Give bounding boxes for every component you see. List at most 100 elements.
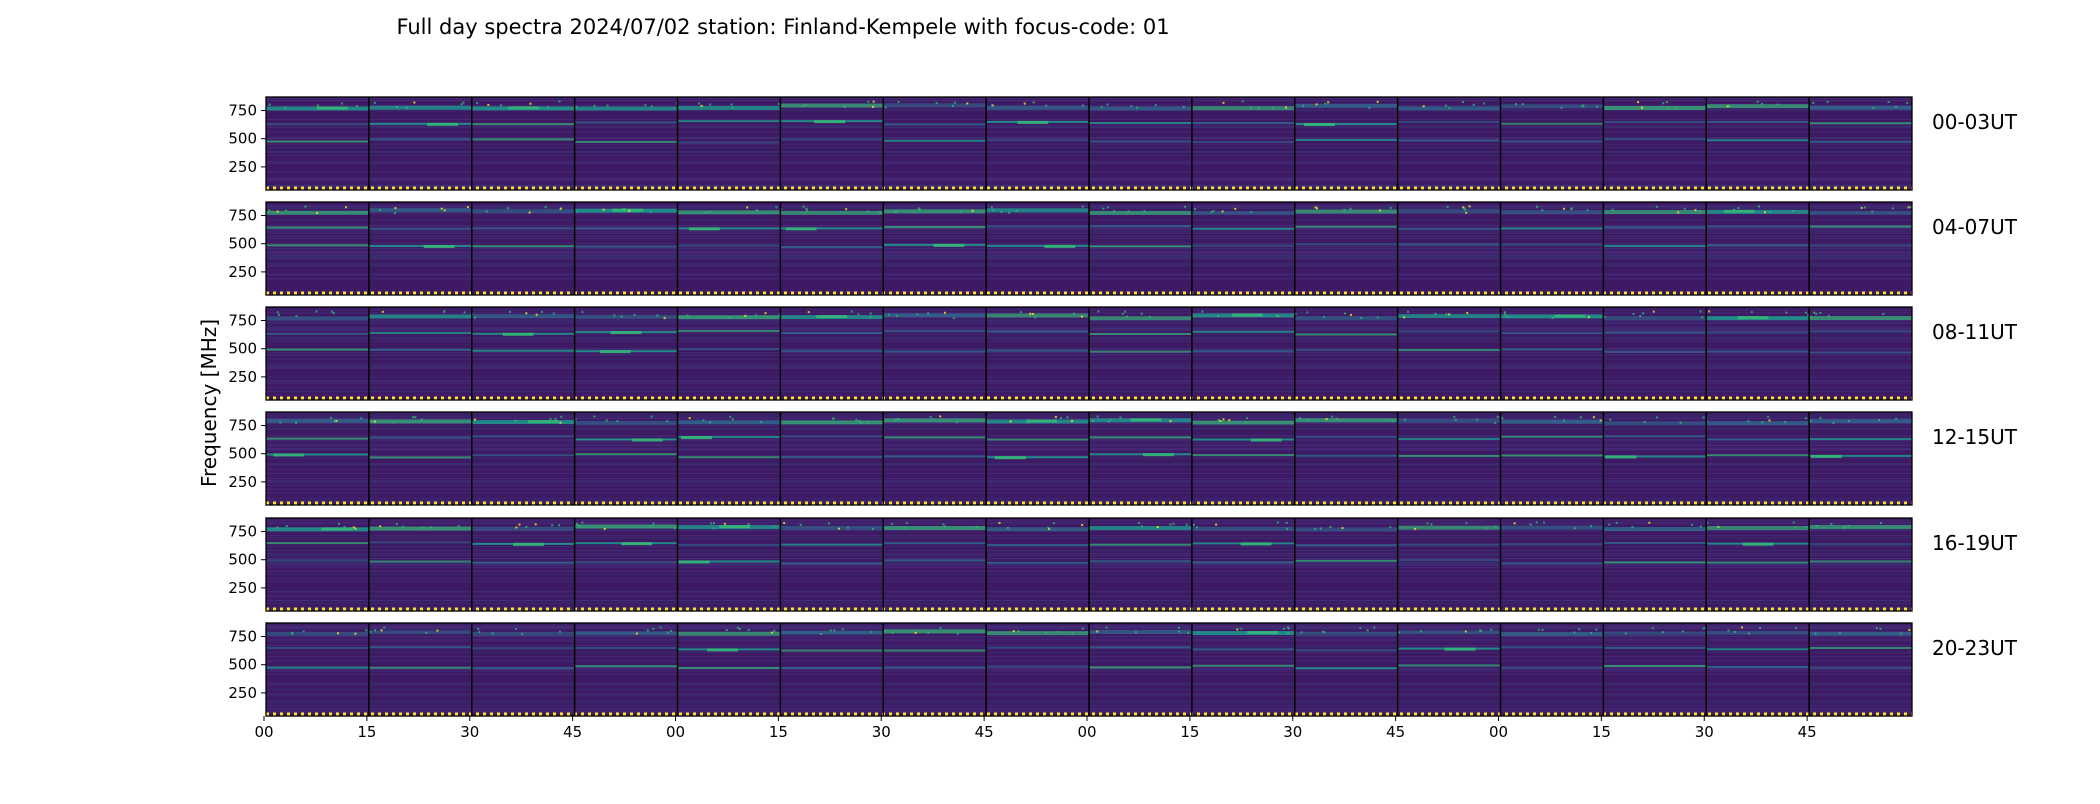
signal-speckle [959,210,962,213]
signal-speckle [1177,626,1180,629]
signal-speckle [806,209,809,212]
signal-band [986,244,1089,247]
signal-band [1397,543,1501,546]
spectra-row: 250 500 750 04-07UT [228,201,2018,296]
signal-speckle [1737,207,1740,210]
signal-speckle [574,418,577,421]
signal-speckle [737,626,740,629]
signal-speckle [845,208,848,211]
signal-speckle [1307,419,1310,422]
signal-speckle [841,628,844,631]
signal-band [1706,225,1810,228]
signal-speckle [1299,417,1302,420]
signal-speckle [1378,209,1381,212]
signal-speckle [1027,421,1030,424]
signal-speckle [1706,521,1709,524]
signal-speckle [1426,522,1429,525]
signal-band [1191,631,1295,636]
signal-speckle [466,206,469,209]
signal-speckle [340,102,343,105]
signal-band [368,227,472,230]
x-tick-label: 00 [254,723,273,741]
signal-speckle [1331,415,1334,418]
signal-band [1603,121,1707,124]
signal-speckle [514,419,517,422]
signal-band [1603,631,1707,636]
signal-speckle [1081,104,1084,107]
signal-speckle [1315,103,1318,106]
signal-burst [785,227,817,231]
signal-speckle [1748,632,1751,635]
signal-band [574,647,678,650]
signal-speckle [1434,312,1437,315]
signal-band [1294,436,1398,439]
signal-band [368,208,472,213]
spectra-row: 250 500 750 00-03UT [228,96,2018,191]
signal-band [1500,104,1604,109]
signal-speckle [460,103,463,106]
signal-burst [1017,120,1049,124]
signal-band [677,456,781,459]
signal-speckle [1373,626,1376,629]
signal-band [1809,438,1912,441]
signal-speckle [1285,106,1288,109]
signal-speckle [895,314,898,317]
signal-speckle [1651,627,1654,630]
signal-speckle [345,206,348,209]
signal-speckle [1081,627,1084,630]
signal-speckle [652,522,655,525]
signal-band [677,141,781,144]
signal-speckle [1827,314,1830,317]
signal-speckle [1066,416,1069,419]
signal-speckle [558,630,561,633]
signal-speckle [593,104,596,107]
signal-band [471,314,575,319]
signal-speckle [883,630,886,633]
signal-speckle [1121,312,1124,315]
signal-speckle [1156,525,1159,528]
signal-speckle [620,315,623,318]
signal-band [780,562,884,565]
signal-speckle [1740,315,1743,318]
signal-band [1294,103,1398,108]
signal-speckle [1655,205,1658,208]
signal-band [883,455,987,458]
signal-speckle [1335,417,1338,420]
signal-speckle [279,421,282,424]
signal-burst [513,542,544,546]
signal-speckle [744,314,747,317]
signal-band [1603,210,1707,215]
signal-speckle [893,211,896,214]
signal-speckle [1872,106,1875,109]
signal-burst [631,438,663,442]
signal-speckle [1592,416,1595,419]
signal-band [1089,560,1192,563]
signal-band [1397,314,1501,319]
signal-speckle [1699,525,1702,528]
signal-band [1603,226,1707,229]
signal-band [1706,561,1810,564]
signal-band [1397,454,1501,457]
y-tick-label: 500 [228,340,257,358]
signal-band [1191,526,1295,531]
signal-band [883,330,987,333]
signal-speckle [1804,311,1807,314]
signal-speckle [1072,312,1075,315]
signal-band [677,666,781,669]
signal-band [1397,559,1501,562]
signal-band [1706,244,1810,247]
signal-band [1089,666,1192,669]
signal-band [266,332,369,335]
signal-speckle [1887,101,1890,104]
signal-speckle [1784,420,1787,423]
signal-speckle [304,205,307,208]
signal-speckle [829,629,832,632]
signal-speckle [1140,312,1143,315]
signal-burst [621,542,653,546]
signal-speckle [773,629,776,632]
signal-band [780,649,884,652]
signal-band [574,245,678,248]
signal-speckle [1809,420,1812,423]
signal-speckle [559,207,562,210]
